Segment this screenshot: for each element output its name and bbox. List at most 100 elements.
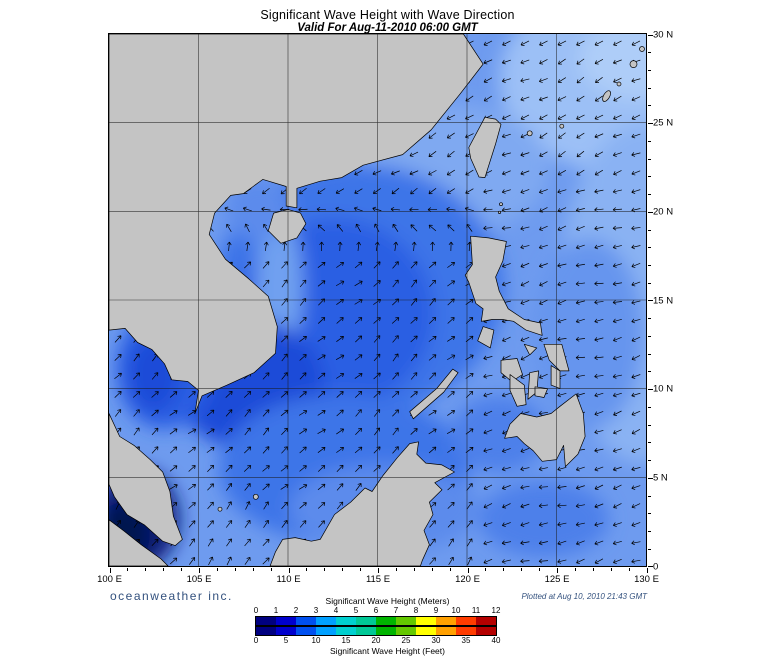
wave-arrow (594, 299, 604, 305)
wave-arrow (298, 484, 308, 490)
wave-arrow (594, 40, 604, 46)
wave-arrow (281, 427, 288, 435)
axis-tickmark (199, 568, 200, 573)
wave-arrow (501, 78, 511, 83)
wave-arrow (631, 300, 641, 305)
wave-arrow (262, 483, 270, 491)
wave-arrow (245, 241, 251, 252)
wave-arrow (282, 241, 288, 252)
axis-tickmark (648, 87, 651, 89)
axis-tickmark (449, 568, 451, 571)
wave-arrow (631, 485, 641, 490)
feet-scale-tick: 30 (431, 636, 441, 645)
wave-arrow (557, 318, 567, 324)
wave-arrow (374, 427, 381, 436)
wave-arrow (355, 409, 362, 417)
wave-arrow (281, 261, 288, 269)
land-batanes (499, 202, 503, 207)
wave-arrow (501, 522, 511, 527)
axis-tickmark (163, 568, 165, 571)
wave-arrow (354, 446, 363, 454)
wave-arrow (612, 392, 622, 398)
axis-tickmark (648, 318, 651, 320)
wave-arrow (612, 225, 623, 231)
wave-arrow (539, 281, 548, 287)
wave-arrow (300, 241, 306, 252)
axis-tickmark (648, 477, 653, 479)
wave-arrow (299, 372, 307, 380)
x-axis-tick: 130 E (634, 574, 659, 585)
x-axis-tick: 110 E (276, 574, 301, 585)
wave-arrow (410, 187, 418, 195)
wave-arrow (411, 241, 417, 252)
wave-arrow (299, 465, 307, 472)
wave-arrow (299, 187, 307, 195)
wave-arrow (631, 448, 641, 453)
wave-arrow (483, 225, 493, 231)
wave-arrow (391, 170, 400, 176)
meters-scale-tick: 0 (253, 606, 259, 615)
map-frame (108, 33, 647, 567)
wave-arrow (207, 483, 214, 491)
wave-arrow (483, 448, 493, 453)
wave-arrow (133, 372, 141, 380)
wave-arrow (631, 374, 641, 379)
wave-arrow (612, 448, 622, 453)
wave-arrow (298, 410, 308, 416)
land-panay (500, 358, 523, 382)
wave-arrow (244, 538, 251, 547)
wave-arrow (429, 538, 436, 547)
wave-arrow (114, 335, 122, 343)
wave-arrow (631, 78, 641, 83)
feet-scale-tick: 5 (283, 636, 289, 645)
wave-arrow (612, 299, 623, 305)
feet-scale-tick: 10 (311, 636, 321, 645)
wave-arrow (355, 223, 361, 233)
wave-arrow (317, 336, 326, 342)
wave-arrow (354, 373, 363, 379)
wave-arrow (520, 466, 530, 472)
wave-arrow (188, 446, 196, 454)
wave-arrow (466, 464, 473, 472)
wave-arrow (520, 522, 530, 527)
land-luzon (464, 235, 543, 336)
wave-arrow (244, 519, 251, 528)
wave-arrow (631, 152, 641, 157)
wave-arrow (114, 391, 122, 398)
wave-arrow (336, 262, 344, 268)
wave-arrow (169, 391, 178, 398)
wave-arrow (261, 206, 271, 212)
wave-arrow (428, 446, 437, 454)
meters-scale-tick: 11 (471, 606, 481, 615)
feet-scale-tick: 35 (461, 636, 471, 645)
wave-arrow (317, 410, 326, 416)
wave-arrow (520, 96, 530, 102)
wave-arrow (392, 261, 399, 269)
axis-tickmark (648, 371, 651, 373)
wave-arrow (354, 391, 363, 398)
wave-arrow (557, 503, 567, 509)
wave-arrow (538, 78, 548, 83)
wave-arrow (336, 464, 344, 472)
wave-arrow (465, 391, 474, 398)
wave-arrow (336, 335, 344, 342)
wave-arrow (631, 540, 641, 546)
wave-arrow (483, 392, 493, 398)
axis-tickmark (648, 247, 651, 249)
wave-arrow (501, 225, 512, 231)
wave-arrow (169, 410, 178, 416)
wave-arrow (317, 483, 326, 491)
wave-arrow (263, 223, 269, 233)
wave-arrow (631, 355, 641, 361)
wave-arrow (612, 374, 622, 379)
wave-arrow (226, 501, 232, 510)
wave-arrow (594, 411, 604, 416)
wave-arrow (520, 114, 530, 120)
wave-arrow (483, 95, 492, 102)
wave-arrow (575, 244, 585, 250)
wave-arrow (225, 446, 233, 454)
axis-tickmark (288, 568, 290, 573)
wave-arrow (393, 241, 399, 252)
wave-arrow (538, 318, 548, 324)
wave-arrow (447, 520, 455, 528)
